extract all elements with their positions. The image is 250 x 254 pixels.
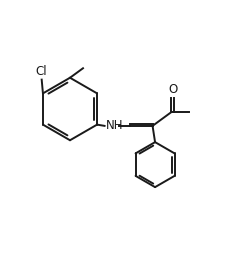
Text: Cl: Cl <box>36 65 48 78</box>
Text: O: O <box>168 83 177 96</box>
Text: NH: NH <box>106 119 123 132</box>
